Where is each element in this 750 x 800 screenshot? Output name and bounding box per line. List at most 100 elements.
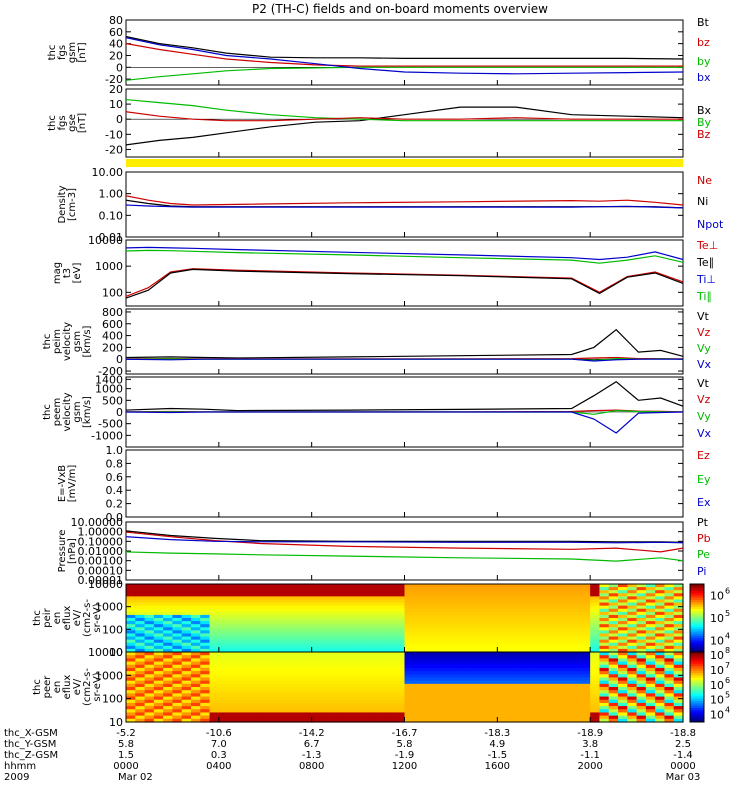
heatmap-cell [515,596,526,601]
heatmap-cell [627,683,638,688]
heatmap-cell [237,677,248,682]
heatmap-cell [543,671,554,675]
heatmap-cell [562,599,573,604]
heatmap-cell [302,605,313,610]
heatmap-cell [515,599,526,604]
heatmap-cell [525,687,536,691]
heatmap-cell [395,715,406,720]
heatmap-cell [450,652,461,656]
heatmap-cell [144,652,155,656]
heatmap-cell [571,642,582,647]
heatmap-cell [320,693,331,698]
heatmap-cell [209,693,220,698]
heatmap-cell [237,693,248,698]
heatmap-cell [673,667,684,672]
heatmap-cell [590,614,601,619]
heatmap-cell [274,674,285,679]
heatmap-cell [302,690,313,694]
heatmap-cell [460,605,471,610]
heatmap-cell [590,624,601,628]
heatmap-cell [553,652,563,656]
heatmap-cell [413,621,424,625]
heatmap-cell [348,590,359,594]
heatmap-cell [163,602,174,607]
heatmap-cell [200,611,211,616]
heatmap-cell [237,605,248,610]
y-axis-label: fgs [57,45,68,60]
heatmap-cell [571,680,582,685]
heatmap-cell [358,584,368,588]
heatmap-cell [311,693,322,698]
heatmap-cell [200,709,211,714]
heatmap-cell [218,655,229,659]
heatmap-cell [580,718,591,723]
heatmap-cell [478,611,489,616]
heatmap-cell [432,633,443,638]
y-axis-label: peir [42,607,53,627]
heatmap-cell [404,608,415,613]
heatmap-cell [441,667,452,672]
heatmap-cell [553,658,563,663]
heatmap-cell [209,587,220,591]
heatmap-cell [553,608,563,613]
colorbar-segment [690,677,704,681]
heatmap-cell [580,652,591,656]
heatmap-cell [237,687,248,691]
heatmap-cell [376,658,387,663]
heatmap-cell [320,661,331,666]
heatmap-cell [423,658,433,663]
heatmap-cell [376,630,387,635]
heatmap-cell [562,683,573,688]
heatmap-cell [590,602,601,607]
colorbar-segment [690,618,704,621]
heatmap-cell [460,677,471,682]
heatmap-cell [534,712,545,717]
heatmap-cell [571,624,582,628]
heatmap-cell [200,702,211,707]
x-axis-value: -5.2 [116,728,136,739]
heatmap-cell [144,671,155,675]
heatmap-cell [358,602,368,607]
heatmap-cell [293,621,303,625]
heatmap-cell [209,584,220,588]
heatmap-cell [627,602,638,607]
heatmap-cell [534,674,545,679]
heatmap-cell [200,652,211,656]
heatmap-cell [274,712,285,717]
heatmap-cell [126,715,136,720]
heatmap-cell [534,671,545,675]
heatmap-cell [376,696,387,701]
heatmap-cell [358,655,368,659]
heatmap-cell [367,602,378,607]
heatmap-cell [404,599,415,604]
heatmap-cell [506,706,517,710]
heatmap-cell [460,645,471,650]
y-axis-label: sr-eV) [92,672,103,701]
heatmap-cell [255,618,266,622]
heatmap-cell [255,696,266,701]
heatmap-cell [228,658,238,663]
heatmap-cell [543,630,554,635]
heatmap-cell [627,645,638,650]
heatmap-cell [190,618,201,622]
heatmap-cell [311,674,322,679]
heatmap-cell [432,687,443,691]
heatmap-cell [627,674,638,679]
heatmap-cell [553,648,563,653]
heatmap-cell [126,674,136,679]
heatmap-cell [135,667,146,672]
heatmap-cell [525,627,536,631]
heatmap-cell [135,690,146,694]
heatmap-cell [627,627,638,631]
colorbar-segment [690,689,704,693]
heatmap-cell [135,652,146,656]
heatmap-cell [469,645,480,650]
heatmap-cell [274,648,285,653]
heatmap-cell [153,712,164,717]
heatmap-cell [311,645,322,650]
heatmap-cell [228,702,238,707]
heatmap-cell [515,683,526,688]
heatmap-cell [218,608,229,613]
heatmap-cell [246,639,257,644]
heatmap-cell [255,627,266,631]
